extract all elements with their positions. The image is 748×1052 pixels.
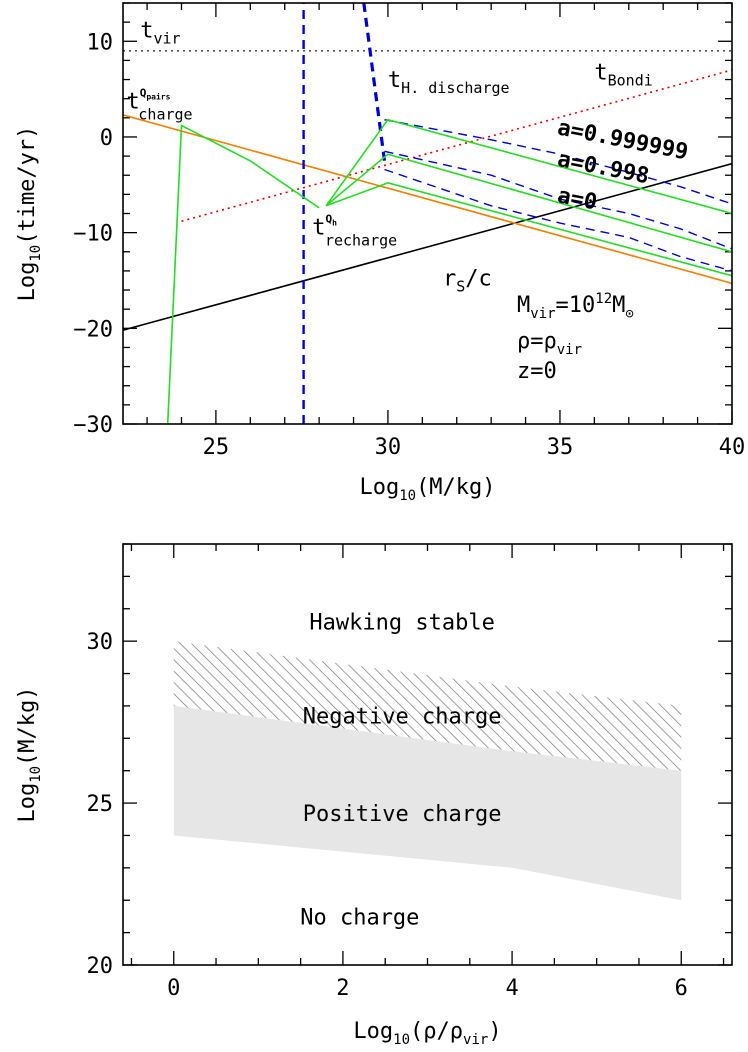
annotation-text: t [126, 89, 139, 114]
x-tick-label: 40 [719, 435, 746, 460]
annotation-sub: Bondi [608, 72, 653, 90]
region-label: Negative charge [303, 705, 502, 730]
param-text: vir [530, 306, 555, 322]
annotation-sub: S [456, 277, 465, 295]
annotation: tQh recharge [312, 213, 397, 250]
x-tick-label: 6 [675, 976, 688, 1001]
param-text: ⊙ [625, 306, 634, 322]
param-rho: ρ=ρvir [517, 329, 582, 358]
y-tick-label: 10 [87, 30, 114, 55]
y-tick-label: 0 [100, 126, 113, 151]
x-tick-label: 4 [505, 976, 518, 1001]
param-text: M [612, 293, 625, 318]
annotation-sup-sub: h [332, 219, 337, 228]
series-group [123, 3, 732, 424]
region-label: No charge [300, 905, 419, 930]
axis-text: (M/kg) [15, 686, 40, 765]
axis-text: ) [488, 1019, 501, 1044]
annotation-sub: recharge [325, 232, 397, 250]
y-tick-label: −10 [73, 222, 113, 247]
series-line [181, 69, 732, 222]
param-z: z=0 [517, 359, 557, 384]
param-text: 12 [595, 291, 612, 307]
series-line [325, 118, 732, 215]
axis-text: (time/yr) [15, 126, 40, 245]
param-text: M [517, 293, 530, 318]
axis-text: Log [15, 262, 40, 302]
param-text: =10 [556, 293, 596, 318]
annotation-text: r [443, 266, 456, 291]
axis-text: vir [463, 1032, 488, 1048]
bottom-chart: 0 2 4 6 20 25 30 Hawking stable Negative charge P… [15, 543, 733, 1048]
x-axis-label: Log10(M/kg) [359, 475, 495, 504]
y-axis-label: Log10(M/kg) [15, 686, 44, 822]
series-line [384, 119, 732, 205]
y-tick-label: 30 [87, 630, 114, 655]
param-text: ρ=ρ [517, 329, 557, 354]
annotation: tQpairs charge [126, 86, 192, 123]
x-tick-label: 30 [375, 435, 402, 460]
annotation-sup: Q [325, 213, 332, 226]
axis-text: Log [353, 1019, 393, 1044]
series-line [384, 168, 732, 272]
annotation: tH. discharge [388, 68, 510, 97]
series-line [384, 150, 732, 250]
region-label: Hawking stable [309, 611, 494, 636]
x-tick-label: 2 [336, 976, 349, 1001]
series-line [123, 114, 732, 285]
axis-text: Log [359, 475, 399, 500]
annotation-sup: Q [140, 86, 147, 99]
x-tick-label: 25 [203, 435, 230, 460]
axis-text: 10 [28, 245, 44, 262]
series-line [166, 124, 320, 424]
annotation-sub: vir [153, 29, 180, 47]
region-label: Positive charge [303, 802, 502, 827]
annotation-sub: H. discharge [401, 79, 509, 97]
axis-text: (ρ/ρ [410, 1019, 463, 1044]
region-area [173, 641, 682, 771]
axis-text: 10 [393, 1032, 410, 1048]
annotation-text: t [594, 61, 607, 86]
annotation-sup-sub: pairs [146, 91, 170, 101]
plot-frame [122, 2, 733, 425]
series-line [123, 162, 732, 331]
region-area [173, 705, 682, 901]
annotation-text: t [312, 216, 325, 241]
y-tick-label: −20 [73, 317, 113, 342]
x-tick-label: 0 [167, 976, 180, 1001]
annotation: tBondi [594, 61, 652, 90]
annotation: rS/c [443, 266, 492, 295]
annotation-text: t [140, 18, 153, 43]
axis-text: 10 [28, 766, 44, 783]
plot-frame [122, 543, 733, 966]
x-tick-label: 35 [547, 435, 574, 460]
param-mvir: Mvir=1012M⊙ [517, 291, 634, 322]
y-tick-label: 20 [87, 954, 114, 979]
annotation-text: t [388, 68, 401, 93]
series-line [325, 182, 732, 277]
axis-text: 10 [399, 488, 416, 504]
y-tick-label: −30 [73, 413, 113, 438]
y-tick-label: 25 [87, 792, 114, 817]
annotation-sub: charge [138, 105, 192, 123]
y-axis-label: Log10(time/yr) [15, 126, 44, 302]
param-text: vir [557, 342, 582, 358]
series-line [325, 153, 732, 253]
series-line [362, 3, 387, 162]
annotation: tvir [140, 18, 180, 47]
axis-text: Log [15, 783, 40, 823]
axis-text: (M/kg) [416, 475, 495, 500]
x-axis-label: Log10(ρ/ρvir) [353, 1019, 501, 1048]
annotation-after: /c [465, 266, 492, 291]
